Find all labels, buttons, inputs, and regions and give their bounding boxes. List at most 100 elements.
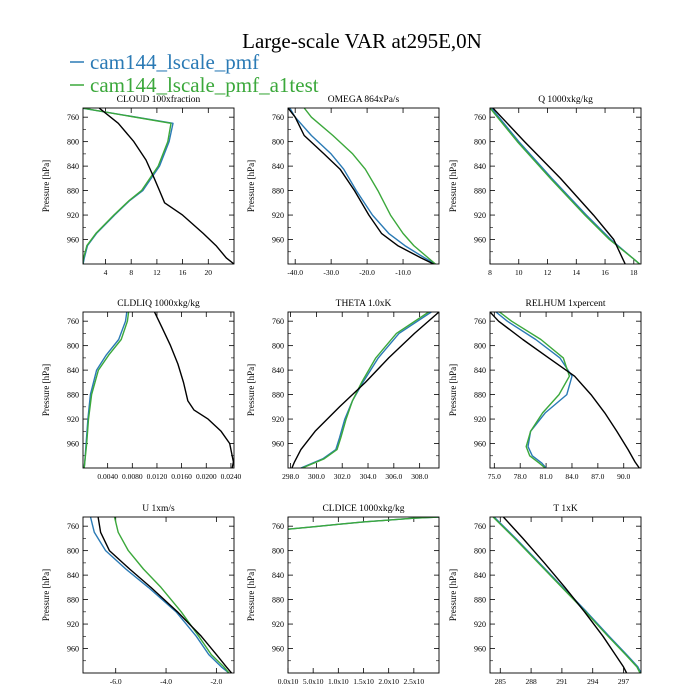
x-tick-label: 306.0 bbox=[385, 472, 402, 481]
plot-frame bbox=[82, 311, 235, 469]
figure-title: Large-scale VAR at295E,0N bbox=[242, 29, 482, 53]
y-tick-label: 960 bbox=[67, 236, 79, 245]
x-tick-label: 294 bbox=[587, 677, 599, 686]
x-tick-label: 90.0 bbox=[617, 472, 630, 481]
x-tick-label: 288 bbox=[525, 677, 537, 686]
x-tick-label: 5.0x10 bbox=[303, 677, 324, 686]
y-tick-label: 800 bbox=[67, 138, 79, 147]
y-tick-label: 800 bbox=[474, 342, 486, 351]
plot-frame bbox=[82, 107, 235, 265]
y-tick-label: 800 bbox=[474, 547, 486, 556]
x-tick-label: 308.0 bbox=[411, 472, 428, 481]
plot-frame bbox=[489, 516, 642, 674]
series-line bbox=[288, 108, 434, 264]
y-tick-label: 760 bbox=[272, 522, 284, 531]
x-tick-label: 16 bbox=[179, 268, 187, 277]
series-line bbox=[83, 312, 128, 468]
panel-8: CLDICE 1000xkg/kg Pressure [hPa] 760 800 840… bbox=[246, 504, 440, 686]
panel-title: Q 1000xkg/kg bbox=[538, 95, 593, 105]
x-tick-label: 304.0 bbox=[360, 472, 377, 481]
x-tick-label: 8 bbox=[129, 268, 133, 277]
panel-title: OMEGA 864xPa/s bbox=[328, 95, 400, 105]
panel-title: U 1xm/s bbox=[142, 504, 175, 514]
panel-title: THETA 1.0xK bbox=[336, 299, 392, 309]
y-axis-label: Pressure [hPa] bbox=[41, 569, 51, 621]
x-tick-label: 14 bbox=[573, 268, 581, 277]
y-tick-label: 760 bbox=[474, 113, 486, 122]
y-tick-label: 920 bbox=[67, 211, 79, 220]
x-tick-label: 0.0240 bbox=[221, 472, 242, 481]
y-tick-label: 800 bbox=[272, 547, 284, 556]
series-line bbox=[89, 517, 230, 673]
y-tick-label: 960 bbox=[474, 440, 486, 449]
y-tick-label: 960 bbox=[67, 645, 79, 654]
y-tick-label: 880 bbox=[272, 596, 284, 605]
x-tick-label: 8 bbox=[488, 268, 492, 277]
x-tick-label: -20.0 bbox=[359, 268, 375, 277]
x-tick-label: 0.0x10 bbox=[278, 677, 299, 686]
y-tick-label: 840 bbox=[474, 366, 486, 375]
series-line bbox=[492, 108, 626, 264]
y-tick-label: 760 bbox=[272, 317, 284, 326]
x-tick-label: 1.0x10 bbox=[328, 677, 349, 686]
x-tick-label: 0.0120 bbox=[147, 472, 168, 481]
x-tick-label: 12 bbox=[153, 268, 161, 277]
y-axis-label: Pressure [hPa] bbox=[246, 569, 256, 621]
y-tick-label: 880 bbox=[67, 391, 79, 400]
x-tick-label: -4.0 bbox=[160, 677, 172, 686]
y-tick-label: 760 bbox=[67, 317, 79, 326]
x-tick-label: 81.0 bbox=[540, 472, 553, 481]
y-tick-label: 840 bbox=[67, 366, 79, 375]
y-tick-label: 960 bbox=[474, 236, 486, 245]
panel-7: U 1xm/s Pressure [hPa] 760 800 840 880 920 960 -… bbox=[41, 504, 235, 686]
y-tick-label: 960 bbox=[474, 645, 486, 654]
y-tick-label: 880 bbox=[474, 187, 486, 196]
y-tick-label: 840 bbox=[474, 162, 486, 171]
series-line bbox=[301, 312, 430, 468]
panel-4: CLDLIQ 1000xkg/kg Pressure [hPa] 760 800 840… bbox=[41, 299, 241, 481]
series-line bbox=[83, 312, 130, 468]
x-tick-label: 300.0 bbox=[308, 472, 325, 481]
plot-frame bbox=[287, 107, 440, 265]
plot-frame bbox=[489, 311, 642, 469]
x-tick-label: 298.0 bbox=[282, 472, 299, 481]
x-tick-label: 84.0 bbox=[565, 472, 578, 481]
x-tick-label: 0.0040 bbox=[97, 472, 118, 481]
x-tick-label: 87.0 bbox=[591, 472, 604, 481]
y-tick-label: 880 bbox=[272, 391, 284, 400]
x-tick-label: 2.5x10 bbox=[404, 677, 425, 686]
y-tick-label: 840 bbox=[272, 366, 284, 375]
series-line bbox=[303, 108, 436, 264]
legend-entry-1: cam144_lscale_pmf bbox=[70, 50, 259, 74]
y-tick-label: 920 bbox=[474, 211, 486, 220]
y-tick-label: 880 bbox=[474, 391, 486, 400]
y-tick-label: 960 bbox=[272, 440, 284, 449]
x-tick-label: 12 bbox=[544, 268, 552, 277]
series-line bbox=[113, 517, 230, 673]
series-line bbox=[495, 312, 573, 468]
panel-title: T 1xK bbox=[553, 504, 578, 514]
y-tick-label: 880 bbox=[474, 596, 486, 605]
legend-label-2: cam144_lscale_pmf_a1test bbox=[90, 73, 319, 97]
x-tick-label: 0.0080 bbox=[122, 472, 143, 481]
plot-frame bbox=[287, 311, 440, 469]
series-line bbox=[83, 108, 172, 264]
x-tick-label: -40.0 bbox=[287, 268, 303, 277]
y-tick-label: 760 bbox=[272, 113, 284, 122]
y-tick-label: 920 bbox=[272, 415, 284, 424]
y-tick-label: 760 bbox=[67, 113, 79, 122]
x-tick-label: 2.0x10 bbox=[378, 677, 399, 686]
legend-entry-2: cam144_lscale_pmf_a1test bbox=[70, 73, 319, 97]
plot-frame bbox=[82, 516, 235, 674]
y-tick-label: 880 bbox=[67, 596, 79, 605]
y-tick-label: 960 bbox=[272, 645, 284, 654]
y-tick-label: 920 bbox=[67, 620, 79, 629]
panel-title: RELHUM 1xpercent bbox=[526, 299, 606, 309]
x-tick-label: 297 bbox=[618, 677, 630, 686]
series-line bbox=[288, 517, 439, 530]
legend: cam144_lscale_pmf cam144_lscale_pmf_a1te… bbox=[70, 50, 319, 97]
y-axis-label: Pressure [hPa] bbox=[448, 364, 458, 416]
x-tick-label: -6.0 bbox=[110, 677, 122, 686]
